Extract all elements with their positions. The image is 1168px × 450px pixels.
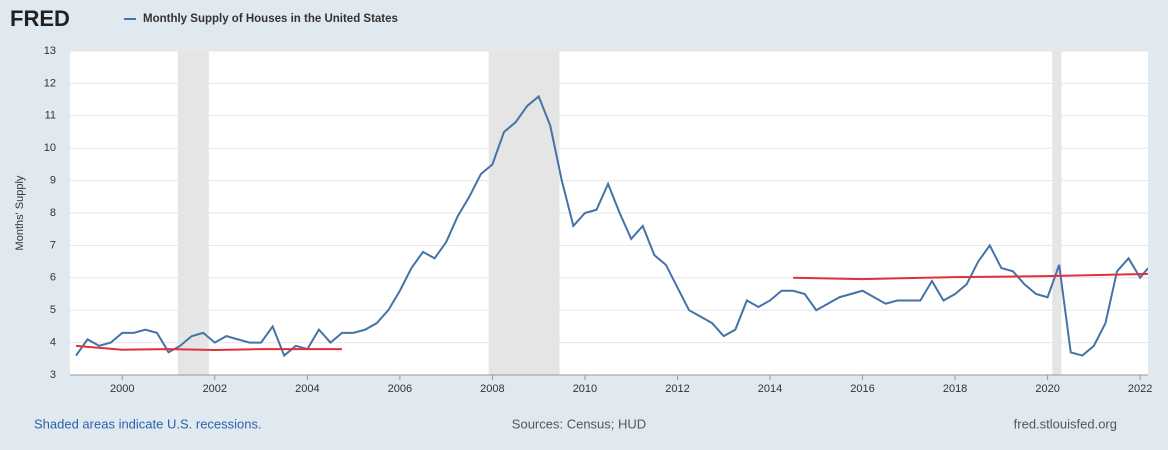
x-tick-label: 2004: [295, 383, 319, 395]
x-tick-label: 2014: [758, 383, 782, 395]
y-tick-label: 10: [44, 142, 56, 154]
brand: FRED: [10, 6, 70, 31]
footer-url: fred.stlouisfed.org: [1014, 416, 1117, 431]
y-tick-label: 3: [50, 369, 56, 381]
y-tick-label: 5: [50, 304, 56, 316]
x-tick-label: 2012: [665, 383, 689, 395]
x-tick-label: 2000: [110, 383, 134, 395]
x-tick-label: 2022: [1128, 383, 1152, 395]
series-line: [75, 94, 1148, 358]
footer-note: Shaded areas indicate U.S. recessions.: [34, 416, 262, 431]
footer-source: Sources: Census; HUD: [512, 416, 646, 431]
y-tick-label: 11: [45, 110, 56, 122]
x-tick-label: 2006: [388, 383, 412, 395]
series-line: [75, 272, 1148, 352]
y-tick-label: 13: [44, 45, 56, 57]
y-axis-label: Months' Supply: [14, 175, 26, 250]
x-tick-label: 2002: [203, 383, 227, 395]
y-tick-label: 6: [50, 272, 56, 284]
x-tick-label: 2020: [1035, 383, 1059, 395]
legend-label: Monthly Supply of Houses in the United S…: [143, 13, 398, 25]
y-tick-label: 9: [50, 175, 56, 187]
x-tick-label: 2018: [943, 383, 967, 395]
y-tick-label: 12: [44, 77, 56, 89]
x-tick-label: 2016: [850, 383, 874, 395]
x-tick-label: 2008: [480, 383, 504, 395]
x-tick-label: 2010: [573, 383, 597, 395]
y-tick-label: 7: [50, 239, 56, 251]
y-tick-label: 8: [50, 207, 56, 219]
y-tick-label: 4: [50, 337, 56, 349]
